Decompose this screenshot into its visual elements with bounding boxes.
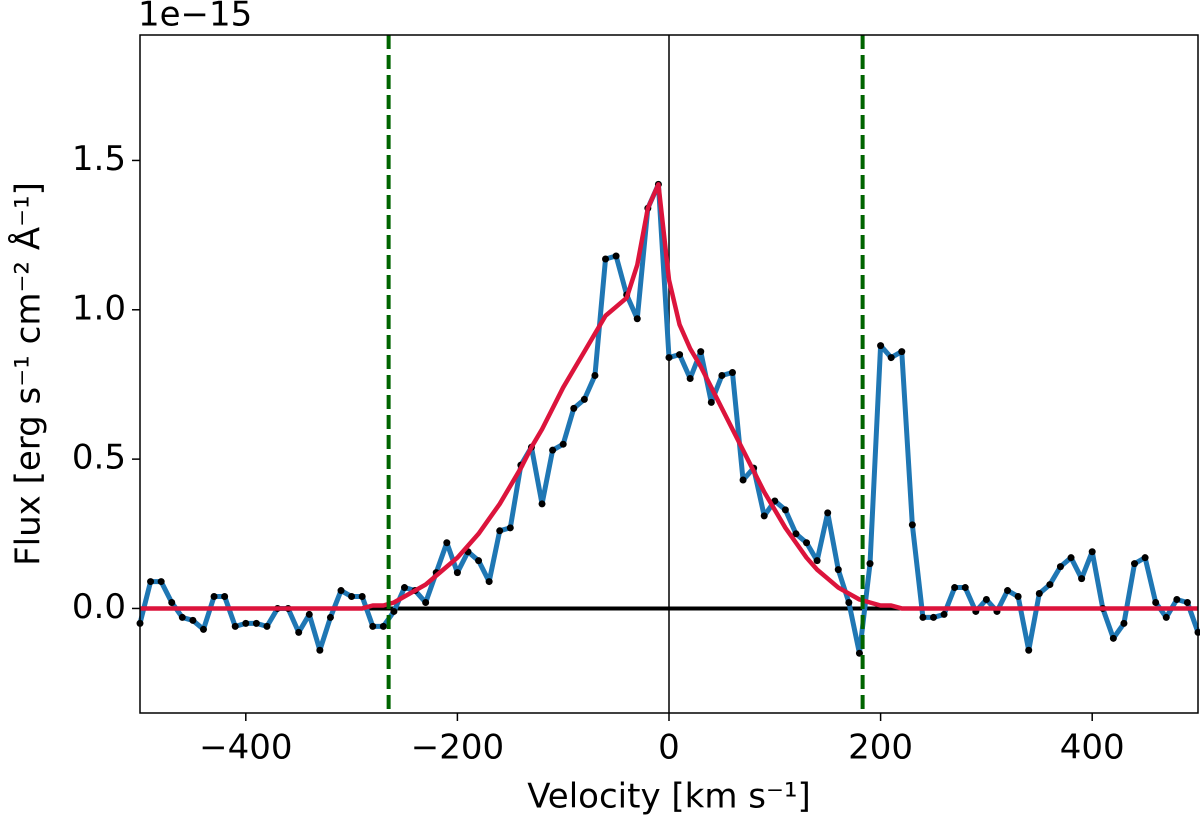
data-point (1014, 593, 1022, 601)
data-point (295, 628, 303, 636)
data-point (845, 598, 853, 606)
data-point (168, 598, 176, 606)
data-point (792, 530, 800, 538)
data-point (1004, 587, 1012, 595)
data-point (1067, 554, 1075, 562)
data-point (1131, 560, 1139, 568)
x-tick-label: 200 (848, 728, 913, 768)
data-point (348, 593, 356, 601)
data-point (813, 557, 821, 565)
data-point (379, 622, 387, 630)
data-point (919, 613, 927, 621)
x-tick-label: 0 (658, 728, 680, 768)
data-point (665, 354, 673, 362)
data-point (961, 584, 969, 592)
data-point (178, 613, 186, 621)
data-point (453, 569, 461, 577)
data-point (221, 593, 229, 601)
data-point (1056, 563, 1064, 571)
data-point (1035, 590, 1043, 598)
data-point (475, 557, 483, 565)
data-point (316, 646, 324, 654)
data-point (591, 371, 599, 379)
data-point (1152, 598, 1160, 606)
data-point (803, 539, 811, 547)
data-point (210, 593, 218, 601)
x-tick-label: 400 (1060, 728, 1125, 768)
data-point (898, 348, 906, 356)
data-point (1162, 613, 1170, 621)
data-point (549, 446, 557, 454)
data-point (951, 584, 959, 592)
data-point (834, 566, 842, 574)
data-point (1120, 619, 1128, 627)
data-point (231, 622, 239, 630)
data-point (337, 587, 345, 595)
data-point (1173, 596, 1181, 604)
data-point (739, 476, 747, 484)
data-point (443, 539, 451, 547)
data-point (676, 351, 684, 359)
offset-text: 1e−15 (138, 0, 252, 35)
data-point (390, 607, 398, 615)
data-point (369, 622, 377, 630)
data-point (707, 398, 715, 406)
data-point (1025, 646, 1033, 654)
y-tick-label: 1.5 (72, 139, 126, 179)
y-tick-label: 0.0 (72, 587, 126, 627)
data-point (401, 584, 408, 592)
data-point (189, 616, 197, 624)
y-axis-label: Flux [erg s⁻¹ cm⁻² Å⁻¹] (8, 182, 49, 566)
data-point (326, 613, 334, 621)
x-axis-label: Velocity [km s⁻¹] (527, 777, 811, 817)
y-tick-label: 1.0 (72, 288, 126, 328)
data-point (887, 354, 895, 362)
data-point (1183, 598, 1191, 606)
data-point (538, 500, 546, 508)
x-tick-label: −400 (199, 728, 292, 768)
data-point (718, 371, 726, 379)
data-point (697, 348, 705, 356)
data-point (1088, 548, 1096, 556)
data-point (358, 593, 366, 601)
data-point (760, 512, 768, 520)
data-point (982, 596, 990, 604)
data-point (147, 578, 155, 586)
data-point (824, 509, 832, 517)
data-point (728, 369, 736, 377)
data-point (580, 395, 588, 403)
data-point (242, 619, 250, 627)
data-point (1141, 554, 1149, 562)
series-line (140, 182, 1198, 611)
data-point (496, 527, 504, 535)
data-point (199, 625, 207, 633)
data-point (305, 610, 313, 618)
data-point (559, 440, 567, 448)
y-tick-label: 0.5 (72, 438, 126, 478)
data-point (570, 404, 578, 412)
data-point (1078, 575, 1086, 583)
data-point (485, 578, 493, 586)
data-point (930, 613, 937, 621)
data-point (602, 255, 610, 263)
data-point (940, 610, 948, 618)
data-point (506, 524, 514, 532)
data-point (686, 374, 694, 382)
data-point (157, 578, 165, 586)
data-point (877, 342, 885, 350)
data-point (252, 619, 260, 627)
data-point (1046, 581, 1054, 589)
data-point (781, 506, 789, 514)
x-tick-label: −200 (411, 728, 504, 768)
data-point (422, 598, 430, 606)
data-point (263, 622, 271, 630)
data-point (908, 521, 916, 529)
data-point (1109, 634, 1117, 642)
data-point (866, 560, 874, 568)
data-point (612, 252, 620, 260)
data-point (633, 315, 641, 323)
